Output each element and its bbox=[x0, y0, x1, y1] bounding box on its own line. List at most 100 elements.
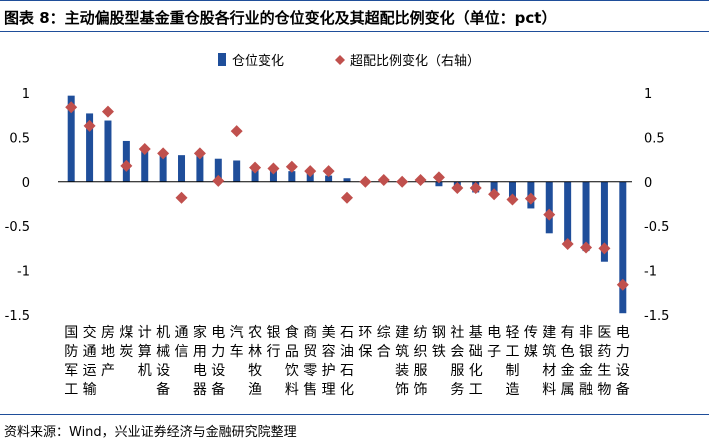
marker-point bbox=[65, 101, 78, 114]
y-tick-label-left: -0.5 bbox=[5, 220, 30, 235]
x-tick-label: 建筑装饰 bbox=[395, 325, 409, 398]
marker-point bbox=[230, 125, 243, 138]
bar bbox=[306, 172, 314, 182]
marker-point bbox=[616, 278, 629, 291]
bar bbox=[233, 160, 241, 182]
marker-point bbox=[359, 175, 372, 188]
chart: 1 0.5 0 -0.5 -1 -1.5 1 0.5 0 -0.5 -1 -1.5 国防军工交通运输房地… bbox=[5, 53, 669, 398]
x-tick-label: 机械设备 bbox=[156, 325, 170, 398]
x-tick-label: 环保 bbox=[358, 325, 372, 360]
bar bbox=[600, 181, 608, 262]
x-tick-label: 交通运输 bbox=[83, 324, 97, 398]
x-tick-label: 基础化工 bbox=[469, 324, 483, 398]
y-tick-label-left: 1 bbox=[22, 87, 30, 102]
y-tick-label-left: 0.5 bbox=[9, 131, 30, 146]
bar bbox=[619, 181, 627, 314]
x-tick-label: 传媒 bbox=[524, 325, 538, 360]
y-tick-label-right: 0 bbox=[644, 176, 652, 191]
marker-point bbox=[488, 188, 501, 201]
x-tick-label: 纺织服饰 bbox=[414, 325, 428, 398]
legend-label-marker: 超配比例变化（右轴） bbox=[350, 53, 480, 69]
bar bbox=[343, 178, 351, 182]
x-tick-label: 电力设备 bbox=[616, 325, 630, 398]
bar bbox=[159, 152, 167, 182]
marker-point bbox=[432, 171, 445, 184]
y-tick-label-left: -1 bbox=[17, 265, 30, 280]
bar bbox=[582, 181, 590, 252]
x-tick-label: 国防军工 bbox=[64, 325, 78, 398]
marker-point bbox=[267, 162, 280, 175]
y-tick-label-right: -0.5 bbox=[644, 220, 669, 235]
marker-point bbox=[304, 165, 317, 178]
y-tick-label-left: 0 bbox=[22, 176, 30, 191]
bar bbox=[325, 175, 333, 182]
x-tick-label: 电子 bbox=[487, 325, 501, 360]
marker-point bbox=[396, 175, 409, 188]
y-tick-label-right: -1.5 bbox=[644, 309, 669, 324]
x-tick-label: 家用电器 bbox=[193, 324, 207, 398]
bar bbox=[86, 113, 94, 182]
x-tick-label: 轻工制造 bbox=[505, 325, 519, 398]
legend-marker-swatch bbox=[335, 55, 345, 65]
marker-point bbox=[414, 174, 427, 187]
x-tick-label: 社会服务 bbox=[450, 325, 464, 398]
bar bbox=[269, 169, 277, 182]
marker-point bbox=[451, 182, 464, 195]
x-tick-label: 非银金融 bbox=[579, 325, 593, 398]
title-bar: 图表 8：主动偏股型基金重仓股各行业的仓位变化及其超配比例变化（单位：pct） bbox=[0, 0, 709, 32]
bar bbox=[196, 156, 204, 182]
x-tick-label: 石油石化 bbox=[340, 325, 354, 398]
marker-point bbox=[580, 241, 593, 254]
x-tick-label: 汽车 bbox=[230, 325, 244, 360]
bar bbox=[214, 158, 222, 182]
bar bbox=[435, 181, 443, 187]
source-bar: 资料来源：Wind，兴业证券经济与金融研究院整理 bbox=[0, 414, 709, 444]
marker-point bbox=[101, 105, 114, 118]
y-tick-label-right: 0.5 bbox=[644, 131, 665, 146]
x-tick-label: 房地产 bbox=[101, 325, 115, 379]
marker-point bbox=[83, 119, 96, 132]
bar bbox=[564, 181, 572, 244]
chart-title: 图表 8：主动偏股型基金重仓股各行业的仓位变化及其超配比例变化（单位：pct） bbox=[4, 9, 557, 27]
source-note: 资料来源：Wind，兴业证券经济与金融研究院整理 bbox=[4, 425, 297, 440]
marker-point bbox=[543, 208, 556, 221]
bar bbox=[67, 95, 75, 182]
bar bbox=[141, 148, 149, 182]
marker-point bbox=[212, 174, 225, 187]
marker-point bbox=[157, 147, 170, 160]
y-tick-label-right: -1 bbox=[644, 265, 657, 280]
marker-point bbox=[322, 165, 335, 178]
legend-label-bar: 仓位变化 bbox=[232, 53, 284, 69]
marker-point bbox=[175, 191, 188, 204]
legend-bar-swatch bbox=[218, 53, 226, 66]
bar bbox=[288, 171, 296, 182]
marker-point bbox=[193, 147, 206, 160]
marker-point bbox=[524, 192, 537, 205]
x-tick-label: 通信 bbox=[175, 325, 189, 360]
bar bbox=[104, 120, 112, 182]
x-tick-label: 计算机 bbox=[138, 325, 152, 379]
x-tick-label: 医药生物 bbox=[597, 325, 611, 398]
marker-point bbox=[138, 142, 151, 155]
bar bbox=[251, 166, 259, 182]
bar bbox=[178, 155, 186, 182]
marker-point bbox=[249, 161, 262, 174]
x-tick-label: 建筑材料 bbox=[542, 325, 556, 398]
x-tick-label: 银行 bbox=[266, 325, 280, 360]
x-tick-label: 农林牧渔 bbox=[248, 325, 262, 398]
y-tick-label-left: -1.5 bbox=[5, 309, 30, 324]
bar bbox=[508, 181, 516, 198]
x-tick-label: 商贸零售 bbox=[303, 325, 317, 398]
marker-point bbox=[561, 237, 574, 250]
x-tick-label: 煤炭 bbox=[119, 325, 133, 360]
marker-point bbox=[469, 182, 482, 195]
x-tick-label: 钢铁 bbox=[432, 325, 446, 360]
marker-point bbox=[120, 159, 133, 172]
x-tick-label: 综合 bbox=[377, 325, 391, 360]
marker-point bbox=[506, 193, 519, 206]
marker-point bbox=[341, 191, 353, 204]
y-tick-label-right: 1 bbox=[644, 87, 652, 102]
x-tick-label: 食品饮料 bbox=[285, 324, 299, 398]
x-tick-label: 有色金属 bbox=[561, 325, 575, 398]
x-tick-label: 电力设备 bbox=[211, 325, 225, 398]
